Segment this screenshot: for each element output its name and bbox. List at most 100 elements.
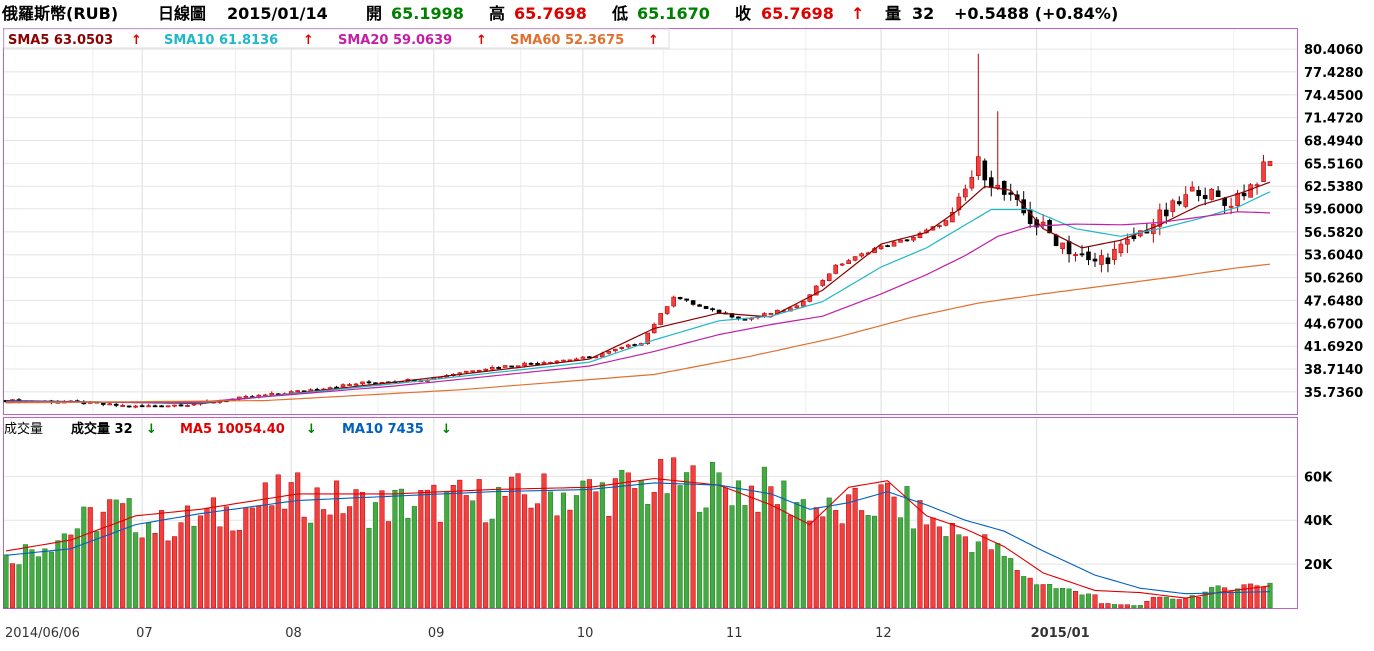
volume-bar (29, 549, 35, 609)
volume-bar (839, 523, 845, 609)
candle-body (820, 280, 826, 286)
volume-bar (191, 525, 197, 609)
volume-bar (995, 543, 1001, 609)
candle-body (496, 367, 501, 369)
chart-kind: 日線圖 (158, 4, 206, 23)
volume-bar (301, 516, 307, 609)
candle-body (120, 405, 125, 407)
candle-body (1144, 231, 1150, 234)
volume-bar (1001, 556, 1007, 609)
volume-bar (599, 482, 605, 609)
candle-body (159, 405, 164, 408)
volume-bar (463, 495, 469, 609)
chart-header: 俄羅斯幣(RUB) 日線圖 2015/01/14 開 65.1998 高 65.… (1, 4, 1118, 23)
volume-bar (444, 490, 450, 609)
volume-bar (392, 489, 398, 609)
volume-panel-frame (3, 417, 1298, 609)
volume-bar (975, 541, 981, 609)
candle-body (813, 285, 819, 296)
volume-bar (787, 514, 793, 609)
volume-bar (936, 526, 942, 609)
volume-bar (483, 522, 489, 609)
volume-bar (1098, 603, 1105, 609)
volume-bar (476, 479, 482, 609)
price-y-tick-label: 38.7140 (1304, 363, 1363, 378)
candle-body (561, 359, 566, 362)
volume-bar (697, 511, 703, 609)
candle-body (768, 313, 774, 315)
volume-y-tick-label: 60K (1304, 470, 1333, 485)
candle-body (1235, 193, 1240, 207)
volume-bar (885, 482, 891, 609)
legend-ma10: MA10 7435 (342, 422, 424, 437)
candle-body (360, 381, 365, 385)
volume-bar (1060, 587, 1066, 609)
legend-sma5: SMA5 63.0503 (8, 33, 113, 48)
price-y-tick-label: 80.4060 (1304, 43, 1363, 58)
volume-bar (107, 499, 113, 609)
volume-bar (684, 472, 690, 609)
candle-body (133, 405, 138, 408)
volume-bar (1215, 585, 1221, 609)
volume-bar (748, 485, 754, 609)
candle-body (1157, 209, 1163, 227)
volume-legend: 成交量 成交量 32 ↓ MA5 10054.40 ↓ MA10 7435 ↓ (4, 421, 452, 437)
volume-bar (1027, 577, 1033, 609)
candle-body (800, 300, 806, 307)
legend-ma5: MA5 10054.40 (180, 422, 285, 437)
candle-body (1001, 180, 1007, 195)
volume-bar (152, 532, 158, 609)
volume-bar (405, 517, 411, 609)
candle-body (664, 306, 670, 314)
volume-bar (651, 492, 657, 609)
volume-bar (606, 516, 612, 609)
volume-bar (716, 472, 722, 609)
candle-body (1209, 188, 1214, 200)
open-label: 開 (366, 4, 382, 23)
volume-bar (677, 485, 683, 609)
volume-bar (1092, 594, 1098, 609)
legend-sma10-arrow-icon: ↑ (303, 33, 314, 48)
x-tick-label: 2015/01 (1031, 626, 1090, 641)
volume-bar (359, 492, 366, 609)
candle-body (839, 263, 845, 266)
volume-bar (288, 482, 294, 609)
candle-body (528, 362, 534, 365)
price-panel-frame (3, 28, 1298, 415)
volume-bar (982, 534, 988, 609)
volume-bar (1111, 604, 1117, 609)
volume-bar (133, 532, 139, 609)
candle-body (1073, 254, 1078, 256)
volume-bar (100, 511, 106, 609)
candle-body (619, 347, 625, 349)
candle-body (1008, 192, 1014, 195)
volume-bar (470, 500, 476, 609)
volume-bar (619, 470, 625, 609)
volume-bar (988, 549, 994, 609)
volume-bar (567, 509, 573, 609)
volume-bar (1118, 604, 1124, 609)
volume-bar (457, 479, 463, 609)
volume-bar (3, 554, 9, 609)
volume-panel-title: 成交量 (4, 421, 43, 437)
candle-body (697, 304, 702, 307)
volume-bar (1066, 588, 1072, 609)
x-tick-label: 12 (875, 626, 892, 641)
candle-body (600, 353, 605, 358)
sma-line-sma5 (5, 181, 1271, 405)
candle-body (859, 253, 864, 257)
volume-bar (126, 498, 132, 609)
volume-bar (35, 556, 41, 609)
open-value: 65.1998 (391, 4, 464, 23)
candle-body (1215, 190, 1221, 198)
volume-bar (295, 472, 301, 609)
legend-sma60-arrow-icon: ↑ (648, 33, 659, 48)
volume-bar (334, 480, 340, 609)
candle-body (146, 405, 151, 408)
candle-body (645, 332, 651, 344)
volume-bar (275, 474, 281, 609)
candle-body (1092, 258, 1098, 262)
candle-body (852, 256, 858, 261)
candle-body (671, 296, 676, 307)
volume-bar (1079, 594, 1085, 609)
